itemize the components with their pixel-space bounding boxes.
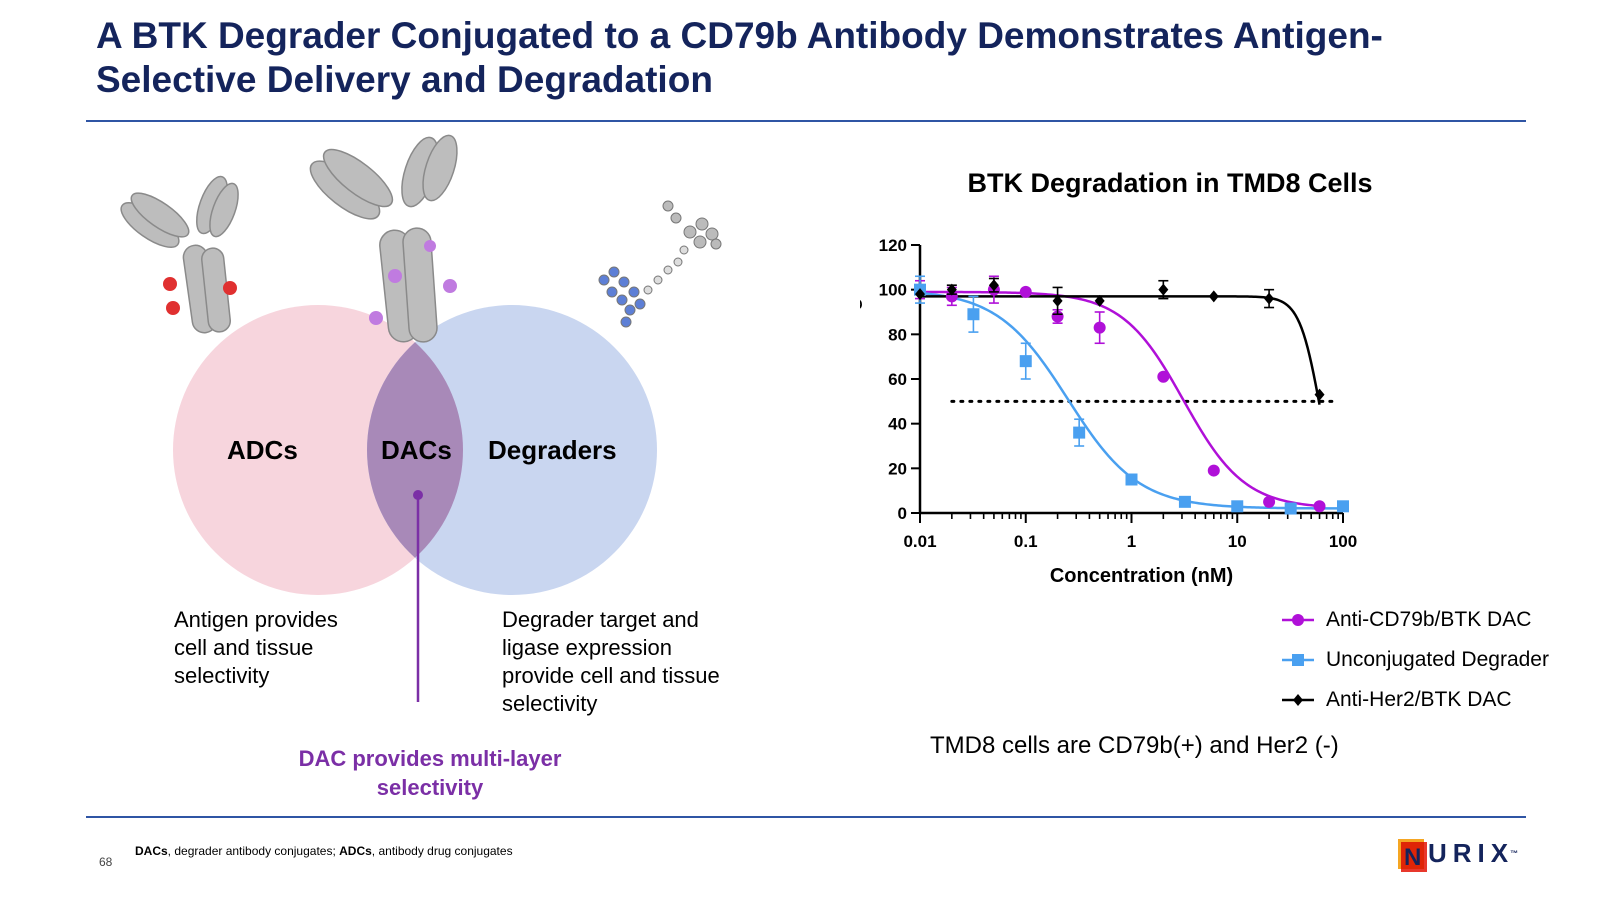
dac-antibody-icon xyxy=(309,134,458,343)
footnote-def-adcs: , antibody drug conjugates xyxy=(371,844,513,858)
legend-swatch xyxy=(1282,694,1314,706)
legend-swatch xyxy=(1282,614,1314,626)
data-point-series-2 xyxy=(1158,283,1169,296)
data-point-series-1 xyxy=(1231,500,1244,513)
data-point-series-2 xyxy=(1094,294,1105,307)
y-tick-label: 60 xyxy=(888,370,907,389)
logo-letter-n: N xyxy=(1404,843,1422,871)
data-point-series-1 xyxy=(1178,495,1191,508)
y-tick-label: 80 xyxy=(888,325,907,344)
page-number: 68 xyxy=(99,855,113,869)
legend-label: Anti-CD79b/BTK DAC xyxy=(1326,608,1532,631)
x-tick-label: 1 xyxy=(1127,532,1136,551)
data-point-series-1 xyxy=(1337,500,1349,513)
footer-divider xyxy=(86,816,1526,818)
logo-wordmark: URIX xyxy=(1428,838,1515,868)
data-point-series-0 xyxy=(1093,321,1106,334)
page-title: A BTK Degrader Conjugated to a CD79b Ant… xyxy=(96,15,1383,100)
btk-degradation-chart: 0 20 40 60 80 100 120 0.01 0.1 1 10 100 Concentratio… xyxy=(860,236,1357,587)
footnote-term-dacs: DACs xyxy=(135,844,168,858)
legend-label: Anti-Her2/BTK DAC xyxy=(1326,688,1512,711)
data-point-series-1 xyxy=(1125,473,1138,486)
legend-item-2: Anti-Her2/BTK DAC xyxy=(1282,680,1549,720)
adc-caption: Antigen provides cell and tissue selecti… xyxy=(174,607,338,688)
data-point-series-1 xyxy=(1019,355,1032,368)
data-point-series-0 xyxy=(1157,370,1170,383)
dac-overlap xyxy=(367,305,463,595)
data-point-series-2 xyxy=(1314,388,1325,401)
footnote-term-adcs: ADCs xyxy=(339,844,372,858)
chart-legend: Anti-CD79b/BTK DAC Unconjugated Degrader A… xyxy=(1282,600,1549,720)
legend-label: Unconjugated Degrader xyxy=(1326,648,1549,671)
fit-curve-series-2 xyxy=(920,295,1321,405)
fit-curve-series-0 xyxy=(920,290,1320,508)
data-point-series-0 xyxy=(1019,285,1032,298)
data-point-series-2 xyxy=(1208,290,1219,303)
legend-item-0: Anti-CD79b/BTK DAC xyxy=(1282,600,1549,640)
nurix-logo: N URIX ™ xyxy=(1398,838,1519,872)
logo-trademark: ™ xyxy=(1510,849,1519,858)
data-point-series-2 xyxy=(1052,294,1063,307)
data-point-series-1 xyxy=(1073,426,1086,439)
chart-title: BTK Degradation in TMD8 Cells xyxy=(967,168,1373,198)
data-point-series-0 xyxy=(1313,500,1326,513)
venn-diagram xyxy=(120,134,722,702)
data-point-series-1 xyxy=(967,308,980,321)
dac-connector-dot xyxy=(413,490,423,500)
venn-label-adcs: ADCs xyxy=(227,435,298,465)
venn-label-degraders: Degraders xyxy=(488,435,617,465)
legend-item-1: Unconjugated Degrader xyxy=(1282,640,1549,680)
data-point-series-0 xyxy=(1263,495,1276,508)
legend-swatch xyxy=(1282,654,1314,666)
data-point-series-2 xyxy=(946,283,957,296)
data-point-series-0 xyxy=(1207,464,1220,477)
y-tick-label: 0 xyxy=(898,504,907,523)
abbreviations-footnote: DACs, degrader antibody conjugates; ADCs… xyxy=(135,844,513,858)
header-divider xyxy=(86,120,1526,122)
data-point-series-2 xyxy=(915,288,925,301)
y-axis-label: % BTK Remaining xyxy=(860,298,863,470)
logo-n-mark: N xyxy=(1398,838,1427,872)
x-tick-label: 0.1 xyxy=(1014,532,1038,551)
x-tick-label: 0.01 xyxy=(903,532,936,551)
degrader-molecule-icon xyxy=(598,200,722,328)
dac-payload-icons xyxy=(369,240,457,325)
data-point-series-2 xyxy=(988,279,999,292)
degrader-caption: Degrader target and ligase expression pr… xyxy=(502,607,720,716)
data-point-series-2 xyxy=(1264,292,1275,305)
adc-antibody-icon xyxy=(120,175,239,334)
y-tick-label: 20 xyxy=(888,459,907,478)
x-tick-label: 100 xyxy=(1329,532,1357,551)
y-tick-label: 100 xyxy=(879,281,907,300)
x-tick-label: 10 xyxy=(1228,532,1247,551)
dac-selectivity-note: DAC provides multi-layer selectivity xyxy=(298,746,562,800)
x-axis-label: Concentration (nM) xyxy=(1050,565,1233,587)
y-tick-label: 120 xyxy=(879,236,907,255)
data-point-series-1 xyxy=(1284,502,1297,515)
y-tick-label: 40 xyxy=(888,415,907,434)
venn-label-dacs: DACs xyxy=(381,435,452,465)
adc-payload-icons xyxy=(163,277,237,315)
footnote-def-dacs: , degrader antibody conjugates; xyxy=(167,844,340,858)
cell-line-note: TMD8 cells are CD79b(+) and Her2 (-) xyxy=(930,732,1339,759)
